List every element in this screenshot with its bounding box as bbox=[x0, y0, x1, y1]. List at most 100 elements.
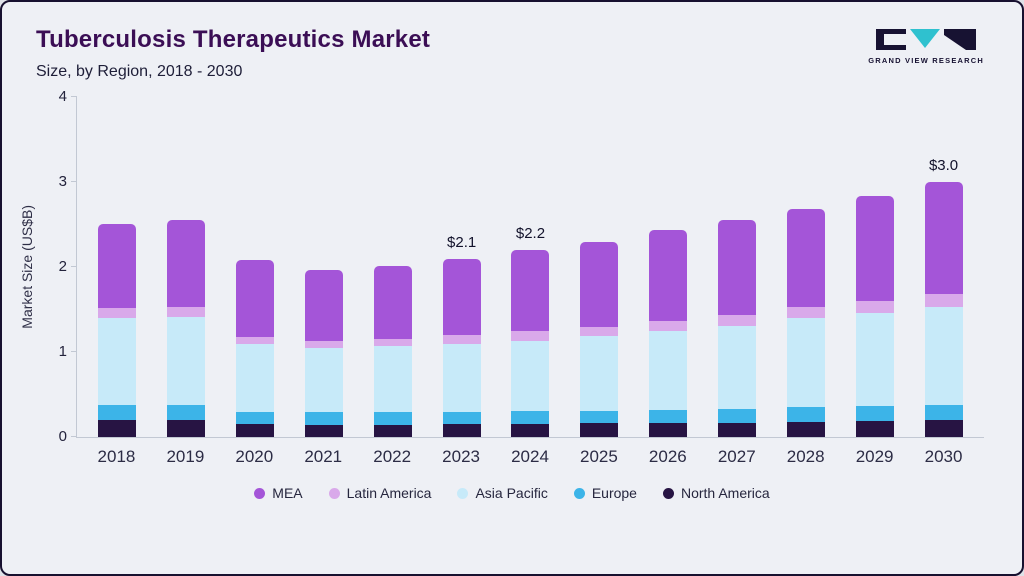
bars-container: $2.1 $2.2 $3.0 bbox=[77, 97, 984, 437]
y-tick-label: 3 bbox=[58, 173, 67, 190]
x-tick-label: 2027 bbox=[717, 447, 756, 466]
segment-europe bbox=[98, 404, 137, 420]
x-tick-label: 2023 bbox=[442, 447, 480, 466]
segment-mea bbox=[304, 269, 343, 341]
segment-asia-pacific bbox=[855, 312, 894, 407]
y-tick-mark bbox=[71, 181, 77, 182]
x-tick-label: 2021 bbox=[304, 447, 343, 466]
bar-2030: $3.0 bbox=[909, 97, 978, 437]
segment-asia-pacific bbox=[786, 318, 825, 408]
y-tick-label: 2 bbox=[58, 258, 67, 275]
segment-asia-pacific bbox=[442, 343, 481, 412]
segment-north-america bbox=[649, 423, 688, 437]
bar-stack bbox=[373, 266, 412, 437]
segment-north-america bbox=[924, 420, 963, 437]
bar-stack bbox=[649, 230, 688, 437]
segment-asia-pacific bbox=[304, 347, 343, 413]
segment-latin-america bbox=[511, 330, 550, 341]
bar-2020 bbox=[221, 97, 290, 437]
y-tick-label: 0 bbox=[58, 428, 67, 445]
legend: MEA Latin America Asia Pacific Europe North … bbox=[2, 485, 1022, 501]
segment-mea bbox=[580, 241, 619, 327]
legend-item-north-america: North America bbox=[662, 485, 770, 501]
segment-asia-pacific bbox=[649, 330, 688, 410]
segment-north-america bbox=[304, 425, 343, 437]
y-axis-title: Market Size (US$B) bbox=[19, 205, 35, 329]
grand-view-research-logo: GRAND VIEW RESEARCH bbox=[868, 28, 984, 65]
bar-2028 bbox=[771, 97, 840, 437]
segment-europe bbox=[924, 404, 963, 420]
segment-latin-america bbox=[924, 294, 963, 307]
header-titles: Tuberculosis Therapeutics Market Size, b… bbox=[36, 26, 430, 81]
bar-2022 bbox=[358, 97, 427, 437]
value-label: $2.2 bbox=[515, 225, 546, 243]
y-tick-mark bbox=[71, 351, 77, 352]
segment-mea bbox=[924, 182, 963, 295]
y-axis-label-column: Market Size (US$B) bbox=[16, 97, 38, 437]
segment-europe bbox=[236, 411, 275, 425]
bar-stack bbox=[167, 220, 206, 437]
segment-north-america bbox=[580, 423, 619, 437]
legend-label: Asia Pacific bbox=[475, 485, 548, 501]
segment-asia-pacific bbox=[718, 325, 757, 409]
legend-dot bbox=[457, 487, 469, 499]
segment-latin-america bbox=[649, 320, 688, 331]
segment-europe bbox=[786, 407, 825, 422]
bar-2019 bbox=[152, 97, 221, 437]
segment-europe bbox=[373, 412, 412, 426]
y-tick-mark bbox=[71, 436, 77, 437]
legend-item-latin-america: Latin America bbox=[328, 485, 431, 501]
bar-2027 bbox=[703, 97, 772, 437]
x-tick-label: 2019 bbox=[166, 447, 205, 466]
segment-mea bbox=[373, 266, 412, 340]
segment-asia-pacific bbox=[580, 335, 619, 411]
segment-mea bbox=[511, 250, 550, 331]
segment-north-america bbox=[786, 421, 825, 437]
segment-latin-america bbox=[304, 340, 343, 348]
legend-dot bbox=[328, 487, 340, 499]
x-tick-label: 2020 bbox=[235, 447, 274, 466]
x-tick-label: 2026 bbox=[648, 447, 687, 466]
bar-2024: $2.2 bbox=[496, 97, 565, 437]
bar-stack bbox=[236, 260, 275, 437]
value-label: $2.1 bbox=[447, 233, 477, 251]
bar-stack bbox=[511, 250, 550, 437]
legend-dot bbox=[254, 487, 266, 499]
segment-europe bbox=[511, 410, 550, 425]
segment-north-america bbox=[855, 420, 894, 437]
gvr-logo-icon bbox=[876, 29, 977, 50]
segment-asia-pacific bbox=[167, 317, 206, 405]
legend-label: MEA bbox=[272, 485, 303, 501]
page-subtitle: Size, by Region, 2018 - 2030 bbox=[36, 63, 243, 80]
segment-mea bbox=[786, 209, 825, 307]
segment-latin-america bbox=[442, 335, 481, 344]
segment-europe bbox=[580, 410, 619, 424]
x-tick-label: 2018 bbox=[97, 447, 136, 466]
y-tick-label: 1 bbox=[58, 343, 67, 360]
segment-mea bbox=[718, 220, 757, 315]
segment-asia-pacific bbox=[373, 346, 412, 413]
segment-mea bbox=[649, 230, 688, 321]
x-tick-label: 2025 bbox=[580, 447, 618, 466]
segment-north-america bbox=[167, 420, 206, 437]
segment-mea bbox=[855, 196, 894, 302]
segment-north-america bbox=[718, 422, 757, 437]
legend-item-asia-pacific: Asia Pacific bbox=[457, 485, 548, 501]
segment-asia-pacific bbox=[236, 343, 275, 412]
segment-latin-america bbox=[373, 339, 412, 347]
segment-latin-america bbox=[718, 314, 757, 326]
value-label: $3.0 bbox=[928, 157, 959, 175]
segment-north-america bbox=[98, 420, 137, 437]
bar-stack bbox=[855, 196, 894, 437]
segment-north-america bbox=[373, 425, 412, 437]
x-tick-label: 2024 bbox=[511, 447, 549, 466]
segment-north-america bbox=[442, 424, 481, 437]
segment-latin-america bbox=[167, 306, 206, 318]
plot: 0 1 2 3 4 $2.1 $2.2 $3.0 bbox=[59, 88, 984, 445]
segment-latin-america bbox=[855, 301, 894, 313]
y-tick-mark bbox=[71, 266, 77, 267]
bar-2021 bbox=[290, 97, 359, 437]
logo-wordmark: GRAND VIEW RESEARCH bbox=[868, 56, 984, 65]
legend-item-mea: MEA bbox=[254, 485, 303, 501]
